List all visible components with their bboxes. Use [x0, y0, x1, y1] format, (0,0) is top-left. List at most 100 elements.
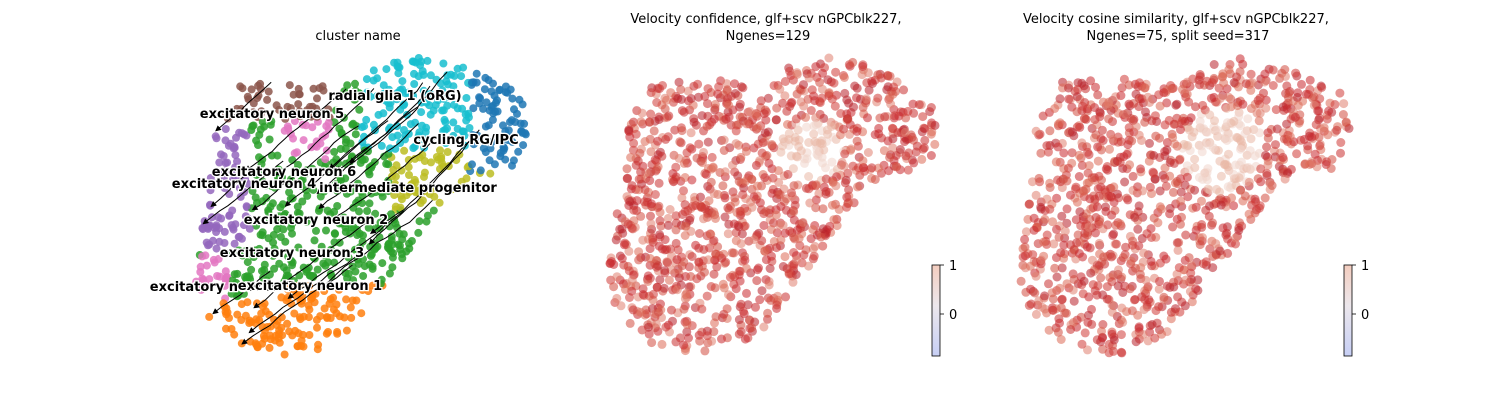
cell-point [1172, 238, 1182, 248]
cell-point [663, 213, 673, 223]
cell-point [736, 299, 746, 309]
cluster-point [342, 295, 351, 304]
cell-point [1038, 111, 1048, 121]
cell-point [1128, 171, 1138, 181]
cell-point [1084, 292, 1094, 302]
cluster-point [414, 228, 423, 237]
cluster-point [420, 172, 428, 181]
cluster-point [245, 319, 254, 327]
cluster-point [468, 160, 476, 169]
cluster-point [443, 148, 452, 156]
cell-point [760, 128, 770, 138]
cell-point [772, 300, 782, 310]
cell-point [1083, 345, 1092, 355]
cell-point [1044, 279, 1053, 289]
cell-point [1090, 103, 1099, 112]
cell-point [1229, 201, 1239, 211]
cell-point [1202, 168, 1212, 178]
cell-point [794, 234, 804, 243]
cell-point [900, 127, 910, 137]
cluster-point [460, 131, 469, 140]
cluster-point [196, 268, 205, 276]
cell-point [719, 135, 729, 145]
cluster-point [462, 174, 471, 183]
cell-point [813, 151, 823, 161]
cell-point [1203, 184, 1213, 194]
cell-point [1151, 131, 1161, 141]
cell-point [682, 327, 692, 337]
cluster-point [418, 151, 427, 159]
cluster-point [237, 282, 246, 291]
cell-point [1138, 330, 1148, 339]
cell-point [682, 319, 692, 329]
cell-point [824, 53, 834, 63]
cell-point [1161, 254, 1171, 264]
cluster-point [312, 315, 321, 324]
cluster-point [254, 141, 262, 149]
cell-point [1067, 127, 1077, 137]
cell-point [1045, 126, 1055, 136]
cluster-point [331, 230, 339, 238]
cluster-point [309, 84, 318, 93]
cell-point [912, 141, 922, 151]
cluster-point [205, 312, 214, 321]
cell-point [1084, 310, 1093, 320]
cell-point [1181, 275, 1191, 285]
cell-point [781, 205, 791, 215]
cluster-point [286, 180, 295, 189]
cell-point [1265, 178, 1275, 188]
cell-point [1113, 281, 1123, 291]
cell-point [1137, 234, 1147, 243]
cell-point [679, 186, 688, 196]
cell-point [747, 323, 757, 333]
cell-point [1173, 245, 1183, 255]
cluster-point [378, 259, 387, 268]
cluster-point [513, 109, 521, 118]
cell-point [1255, 93, 1265, 103]
cell-point [1203, 127, 1212, 137]
cluster-point [424, 90, 433, 99]
cell-point [1245, 146, 1255, 156]
cell-point [1283, 92, 1293, 102]
cell-point [787, 188, 796, 198]
cell-point [1145, 182, 1155, 192]
cluster-point [305, 331, 314, 339]
cell-point [1195, 240, 1205, 250]
cell-point [809, 121, 819, 131]
cell-point [724, 290, 733, 300]
cell-point [780, 252, 790, 262]
cell-point [730, 193, 740, 203]
cluster-point [258, 228, 267, 237]
cluster-point [504, 126, 513, 135]
cell-point [1292, 92, 1302, 102]
cell-point [720, 167, 730, 177]
cell-point [1136, 164, 1145, 174]
cell-point [689, 117, 699, 127]
cluster-point [220, 227, 229, 236]
cell-point [1042, 141, 1052, 151]
cell-point [1282, 104, 1292, 114]
cluster-point [417, 108, 426, 117]
colorbar-3-tick-0: 0 [1361, 308, 1369, 323]
cell-point [839, 73, 849, 82]
cluster-point [449, 82, 458, 91]
cell-point [1094, 238, 1104, 248]
cell-point [636, 167, 646, 177]
cluster-point [474, 135, 483, 144]
cell-point [1024, 300, 1034, 310]
cell-point [1029, 213, 1039, 223]
cluster-point [430, 192, 439, 201]
cluster-point [249, 99, 258, 108]
cluster-point [339, 213, 348, 222]
cell-point [1091, 130, 1101, 140]
cell-point [703, 99, 712, 109]
cluster-point [378, 192, 387, 201]
cluster-point [409, 91, 418, 100]
cell-point [730, 79, 740, 89]
cell-point [1125, 284, 1135, 294]
cluster-label: intermediate progenitor [319, 181, 497, 196]
cell-point [1182, 77, 1192, 87]
cell-point [728, 160, 737, 170]
cluster-point [272, 101, 281, 110]
cluster-point [354, 179, 362, 188]
